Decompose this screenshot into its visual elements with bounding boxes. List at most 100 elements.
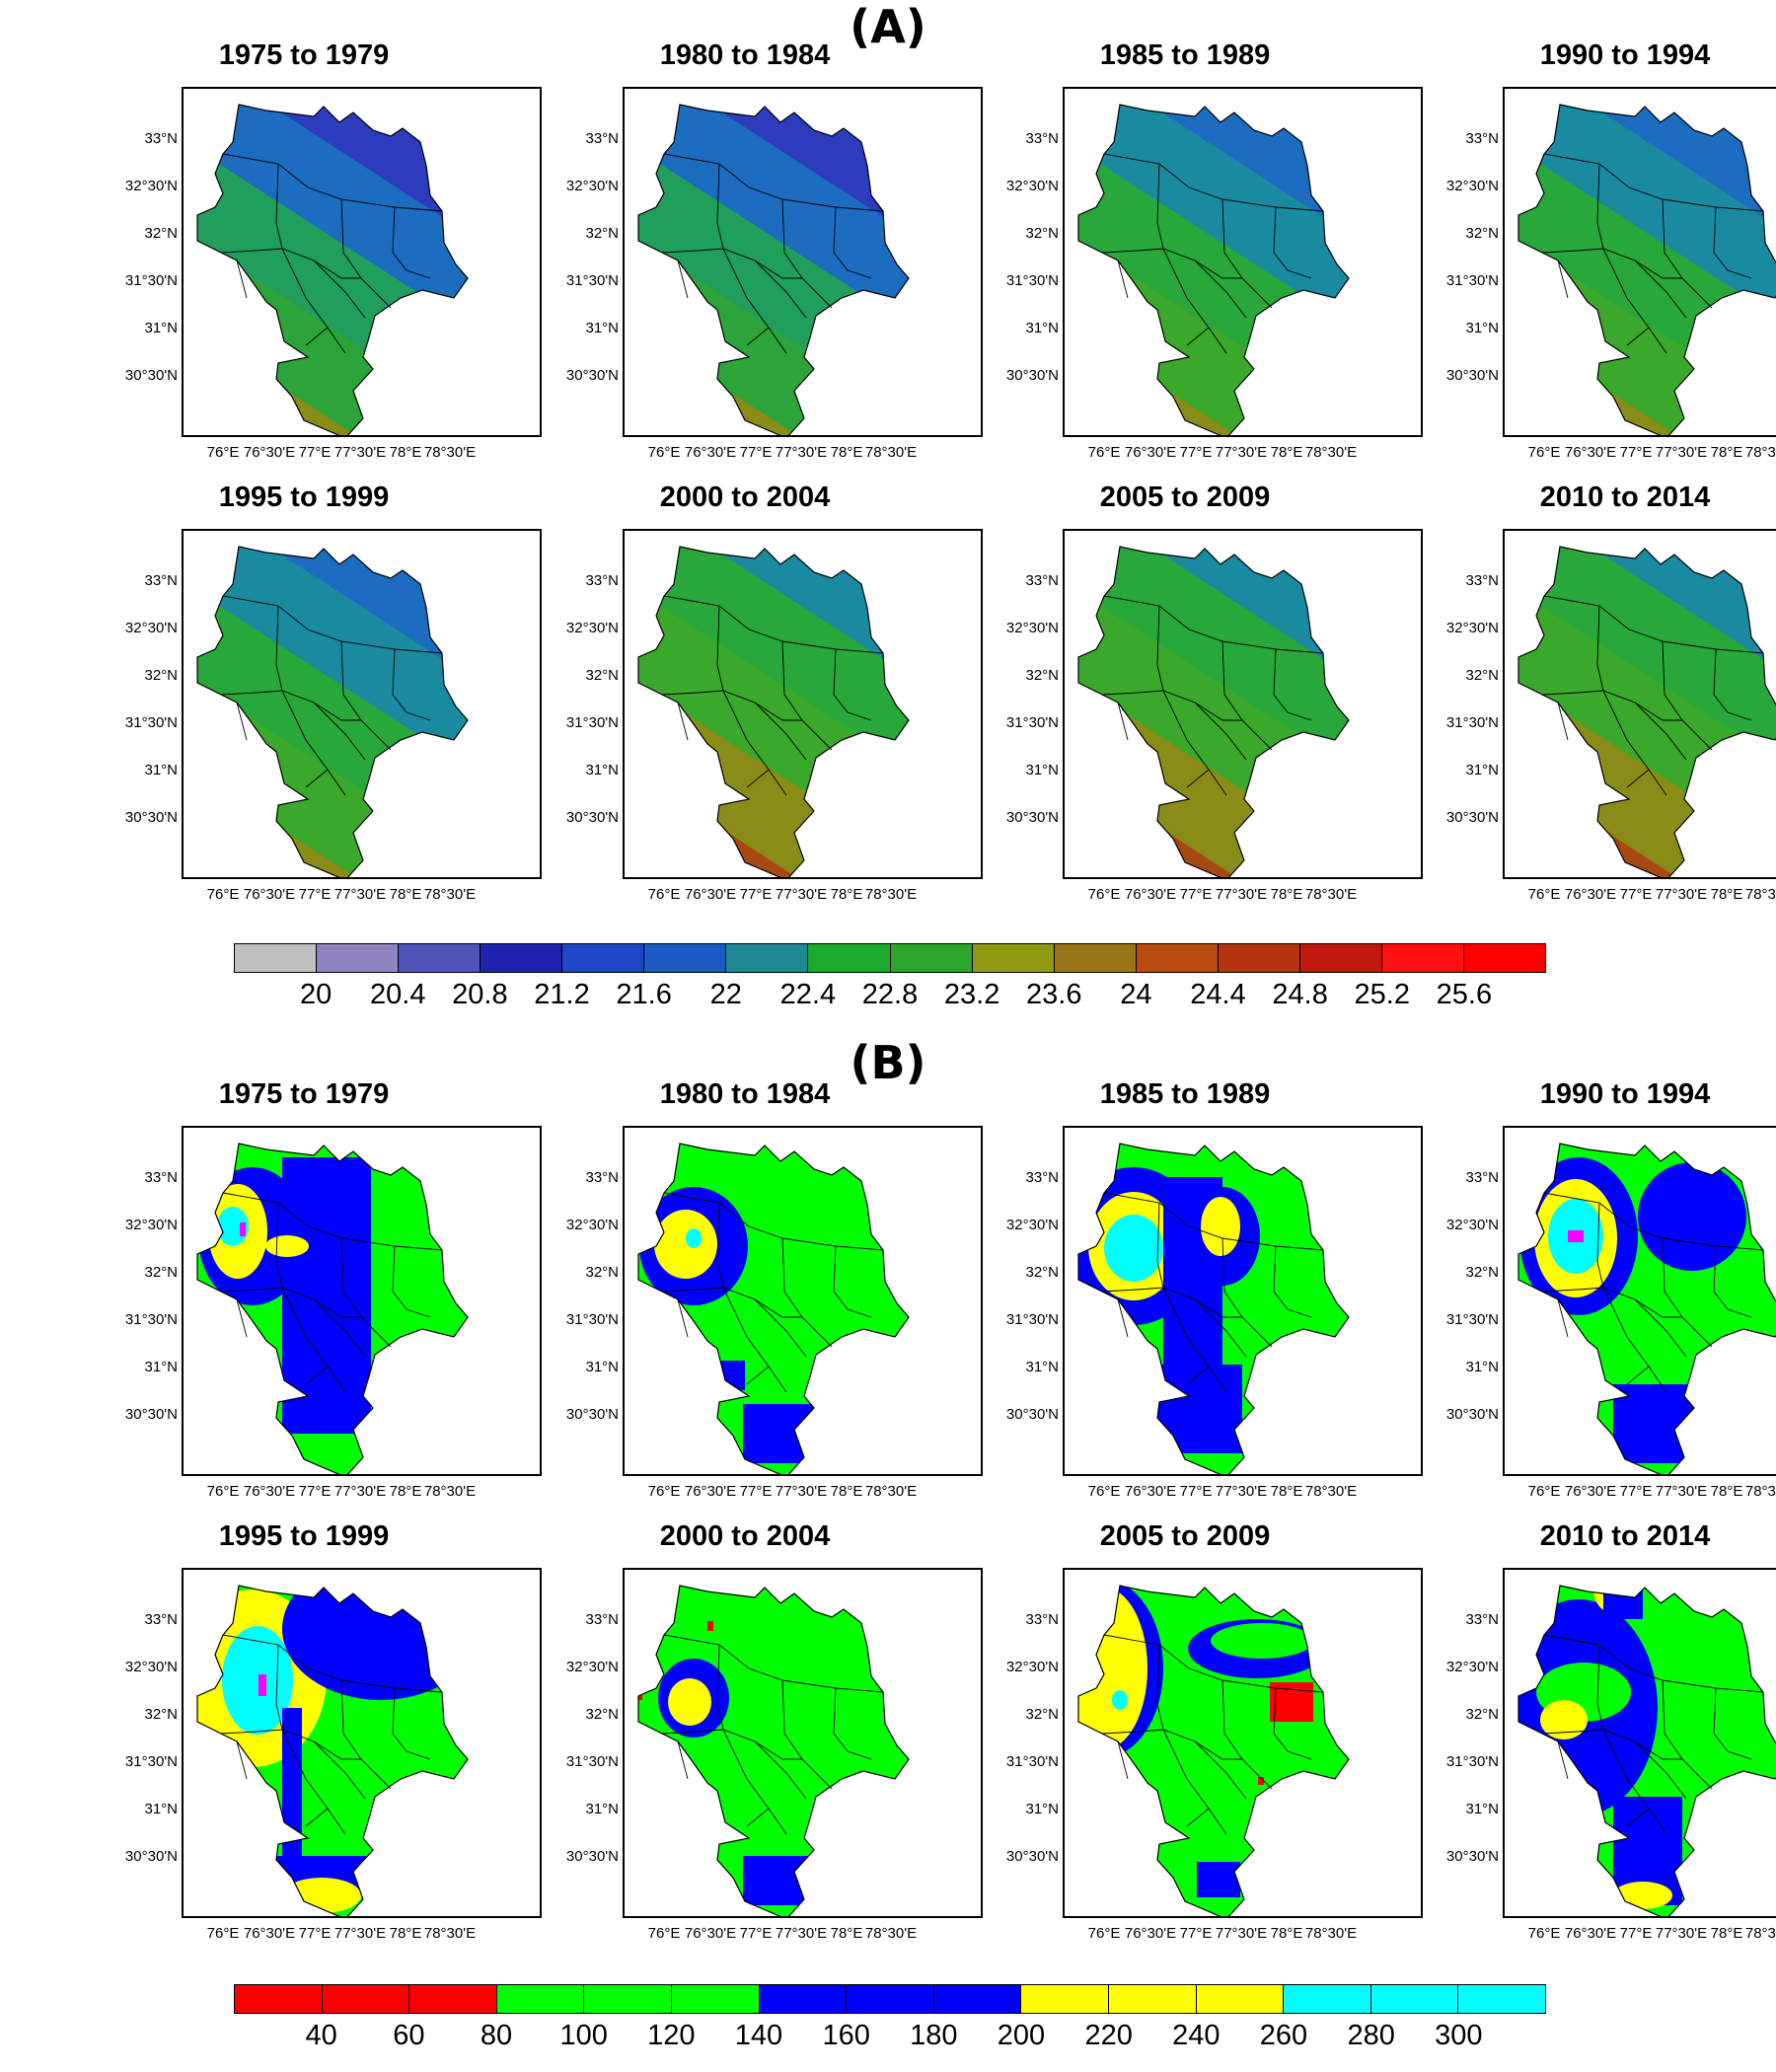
x-tick-label: 77°30'E — [333, 1483, 387, 1500]
district-boundary — [661, 690, 802, 721]
x-tick-label: 76°30'E — [1124, 1483, 1177, 1500]
y-tick-label: 30°30'N — [124, 809, 178, 826]
colorbar-tick-label: 25.2 — [1354, 979, 1410, 1010]
y-tick-label: 31°30'N — [1005, 1311, 1059, 1328]
x-tick-label: 76°30'E — [243, 886, 296, 903]
district-boundary — [716, 605, 724, 692]
district-boundary — [1273, 648, 1312, 721]
district-boundary — [1117, 259, 1129, 299]
district-boundary — [1662, 640, 1713, 751]
x-tick-label: 77°30'E — [1655, 1925, 1708, 1942]
y-tick-label: 30°30'N — [565, 809, 619, 826]
colorbar-swatch — [1463, 944, 1545, 972]
x-tick-label: 78°E — [389, 444, 422, 461]
rainfall-zone-140 — [282, 1708, 302, 1856]
state-boundary — [1517, 1143, 1776, 1474]
district-boundary — [663, 1192, 884, 1251]
x-tick-label: 77°E — [739, 886, 773, 903]
temperature-band — [638, 547, 909, 877]
panel-title: 1985 to 1989 — [1099, 1078, 1271, 1110]
map-frame — [182, 1126, 542, 1476]
y-tick-label: 32°N — [1465, 225, 1499, 242]
x-axis-labels: 76°E76°30'E77°E77°30'E78°E78°30'E — [1503, 1925, 1776, 1945]
panel-title: 2000 to 2004 — [659, 1520, 831, 1552]
district-boundary — [1103, 595, 1324, 654]
rainfall-zone-260 — [686, 1228, 702, 1248]
y-tick-label: 32°N — [1025, 667, 1059, 684]
district-boundary — [222, 595, 443, 654]
y-tick-label: 31°30'N — [1445, 714, 1499, 731]
x-tick-label: 77°30'E — [333, 1925, 387, 1942]
map-plot — [1077, 1143, 1350, 1474]
y-tick-label: 30°30'N — [1445, 1406, 1499, 1423]
temperature-band — [1078, 547, 1349, 877]
y-tick-label: 31°30'N — [1445, 272, 1499, 289]
y-tick-label: 32°N — [585, 667, 619, 684]
x-tick-label: 78°30'E — [864, 1483, 918, 1500]
state-boundary — [637, 1143, 910, 1474]
y-tick-label: 30°30'N — [1445, 1848, 1499, 1865]
panel-title: 1995 to 1999 — [218, 481, 390, 513]
rainfall-zone-200 — [282, 1878, 361, 1913]
y-tick-label: 31°N — [585, 1801, 619, 1817]
x-tick-label: 76°30'E — [243, 444, 296, 461]
temperature-band — [638, 547, 909, 877]
rainfall-zone-40 — [1270, 1682, 1313, 1722]
rainfall-zone-260 — [1104, 1215, 1163, 1282]
state-boundary — [196, 1585, 469, 1916]
colorbar-tick-label: 23.2 — [943, 979, 1000, 1010]
y-tick-label: 31°N — [1025, 320, 1059, 336]
x-tick-label: 78°E — [1710, 1483, 1743, 1500]
y-tick-label: 32°N — [1465, 667, 1499, 684]
y-tick-label: 32°N — [1025, 1264, 1059, 1281]
map-panel: 1980 to 1984 33°N 32°30'N 32°N 31°30'N 31°N 30… — [528, 1078, 983, 1513]
x-tick-label: 77°E — [1619, 1483, 1653, 1500]
district-boundary — [1626, 1808, 1650, 1827]
map-panel: 1990 to 1994 33°N 32°30'N 32°N 31°30'N 31°N 30… — [1408, 1078, 1776, 1513]
x-tick-label: 78°30'E — [864, 444, 918, 461]
map-frame — [182, 1568, 542, 1918]
y-tick-label: 32°30'N — [1005, 620, 1059, 636]
rainfall-zone-140 — [282, 1157, 371, 1434]
colorbar-swatch — [1136, 944, 1219, 972]
temperature-band — [1518, 547, 1776, 877]
y-tick-label: 30°30'N — [1005, 1406, 1059, 1423]
x-axis-labels: 76°E76°30'E77°E77°30'E78°E78°30'E — [1503, 886, 1776, 906]
panel-title: 2000 to 2004 — [659, 481, 831, 513]
map-panel: 1975 to 1979 33°N 32°30'N 32°N 31°30'N 31°N 30… — [87, 39, 542, 474]
x-tick-label: 78°E — [830, 1925, 863, 1942]
rainfall-zone-260 — [222, 1626, 293, 1735]
district-boundary — [1186, 327, 1210, 346]
map-panel: 2010 to 2014 33°N 32°30'N 32°N 31°30'N 31°N 30… — [1408, 481, 1776, 916]
district-boundary — [1557, 702, 1569, 741]
district-boundary — [1662, 1679, 1713, 1790]
map-panel: 2005 to 2009 33°N 32°30'N 32°N 31°30'N 31°N 30… — [968, 1520, 1423, 1955]
y-tick-label: 32°N — [585, 1706, 619, 1723]
colorbar-swatch — [584, 1985, 672, 2013]
temperature-band — [1078, 547, 1349, 877]
rainfall-zone-100 — [1211, 1623, 1313, 1659]
x-tick-label: 77°30'E — [1655, 444, 1708, 461]
panel-title: 1990 to 1994 — [1539, 39, 1711, 71]
y-tick-label: 33°N — [144, 572, 178, 589]
y-tick-label: 33°N — [1025, 572, 1059, 589]
colorbar-swatch — [1218, 944, 1300, 972]
colorbar-swatch — [496, 1985, 585, 2013]
x-tick-label: 78°30'E — [423, 1483, 477, 1500]
district-boundary — [781, 1679, 833, 1790]
colorbar-swatch — [235, 1985, 323, 2013]
x-tick-label: 77°E — [739, 444, 773, 461]
x-tick-label: 76°E — [647, 886, 681, 903]
temperature-band — [197, 547, 468, 877]
state-boundary — [1077, 104, 1350, 435]
district-boundary — [661, 1287, 802, 1318]
map-frame — [623, 529, 983, 879]
y-tick-label: 32°N — [585, 225, 619, 242]
map-plot — [1077, 546, 1350, 877]
district-boundary — [677, 1298, 689, 1338]
district-boundary — [722, 1729, 787, 1835]
district-boundary — [1156, 605, 1164, 692]
x-tick-label: 76°E — [1527, 444, 1561, 461]
